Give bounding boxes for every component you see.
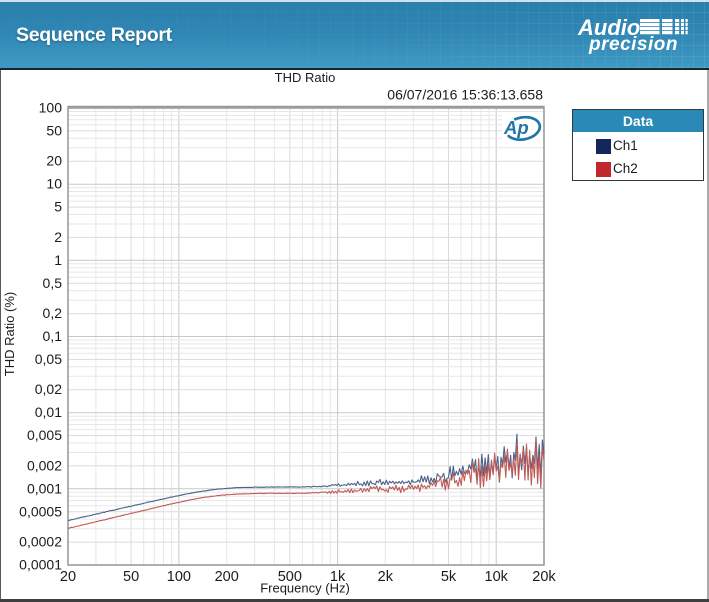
svg-text:5k: 5k <box>441 569 457 585</box>
svg-text:100: 100 <box>39 100 63 116</box>
svg-text:10k: 10k <box>485 569 509 585</box>
svg-text:Audio: Audio <box>577 15 640 40</box>
svg-text:1: 1 <box>54 252 62 268</box>
svg-text:0,0005: 0,0005 <box>19 503 62 519</box>
svg-text:06/07/2016 15:36:13.658: 06/07/2016 15:36:13.658 <box>387 87 543 103</box>
svg-text:5: 5 <box>54 199 62 215</box>
svg-text:50: 50 <box>123 569 139 585</box>
svg-text:THD Ratio (%): THD Ratio (%) <box>2 292 17 377</box>
svg-text:0,0002: 0,0002 <box>19 534 62 550</box>
svg-text:10: 10 <box>46 176 62 192</box>
svg-text:50: 50 <box>46 122 62 138</box>
svg-text:0,005: 0,005 <box>27 427 62 443</box>
svg-text:0,5: 0,5 <box>43 275 63 291</box>
svg-text:0,01: 0,01 <box>35 404 62 420</box>
svg-text:0,02: 0,02 <box>35 381 62 397</box>
svg-text:Ap: Ap <box>503 117 529 138</box>
svg-text:1k: 1k <box>330 569 346 585</box>
svg-text:20k: 20k <box>532 569 556 585</box>
svg-text:0,001: 0,001 <box>27 480 62 496</box>
svg-text:200: 200 <box>215 569 239 585</box>
svg-text:THD Ratio: THD Ratio <box>275 70 336 85</box>
svg-text:precision: precision <box>588 34 678 55</box>
svg-text:500: 500 <box>278 569 302 585</box>
svg-text:20: 20 <box>60 569 76 585</box>
svg-text:0,2: 0,2 <box>43 305 63 321</box>
svg-text:2k: 2k <box>378 569 394 585</box>
svg-text:Frequency (Hz): Frequency (Hz) <box>260 581 350 596</box>
svg-text:2: 2 <box>54 229 62 245</box>
svg-text:0,05: 0,05 <box>35 351 62 367</box>
svg-text:20: 20 <box>46 153 62 169</box>
svg-text:0,0001: 0,0001 <box>19 557 62 573</box>
svg-text:0,1: 0,1 <box>43 328 63 344</box>
svg-text:0,002: 0,002 <box>27 457 62 473</box>
svg-text:100: 100 <box>167 569 191 585</box>
